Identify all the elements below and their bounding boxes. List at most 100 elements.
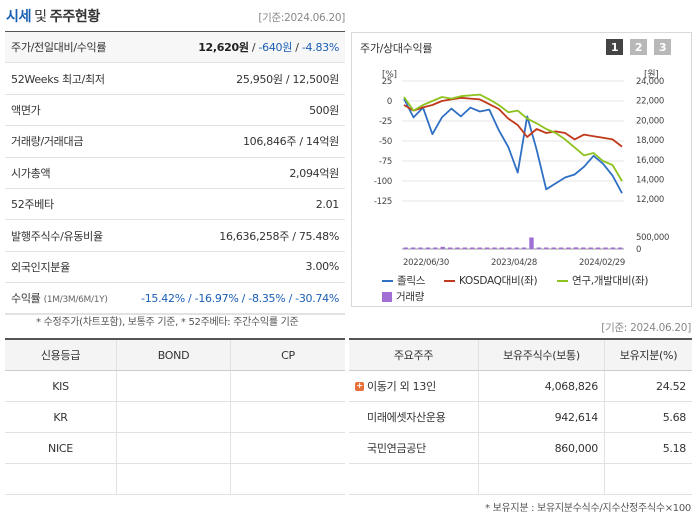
expand-plus-icon[interactable]: + bbox=[355, 381, 364, 391]
sep: / bbox=[292, 41, 302, 55]
table-row: KIS bbox=[5, 371, 345, 402]
returns-periods: (1M/3M/6M/1Y) bbox=[43, 295, 108, 306]
info-value: 12,620원 / -640원 / -4.83% bbox=[198, 39, 339, 55]
info-label: 주가/전일대비/수익률 bbox=[11, 41, 107, 55]
y-tick-label-left: 0 bbox=[387, 97, 392, 107]
info-label: 외국인지분율 bbox=[11, 260, 70, 274]
volume-bar bbox=[514, 247, 519, 249]
volume-bar bbox=[603, 247, 608, 249]
volume-bar bbox=[410, 247, 416, 249]
volume-tick-label: 500,000 bbox=[636, 233, 669, 243]
table-row: KR bbox=[5, 402, 345, 433]
volume-bar bbox=[529, 237, 534, 249]
info-label: 거래량/거래대금 bbox=[11, 135, 84, 149]
holders-base-date: [기준: 2024.06.20] bbox=[601, 322, 691, 334]
info-label: 52주베타 bbox=[11, 198, 54, 212]
y-tick-label-left: -25 bbox=[379, 117, 392, 127]
holder-name[interactable]: 이동기 외 13인 bbox=[367, 380, 436, 393]
legend-label: 거래량 bbox=[396, 291, 425, 303]
change-value: -640원 bbox=[258, 41, 293, 55]
y-tick-label-left: -125 bbox=[374, 197, 392, 207]
legend-swatch bbox=[444, 279, 455, 282]
volume-bar bbox=[551, 247, 556, 249]
col-header: BOND bbox=[117, 340, 231, 370]
legend-item-s1: 졸릭스 bbox=[382, 273, 425, 288]
info-value: 500원 bbox=[309, 103, 339, 117]
price-info-table: 주가/전일대비/수익률 12,620원 / -640원 / -4.83% 52W… bbox=[5, 32, 345, 315]
info-row-price: 주가/전일대비/수익률 12,620원 / -640원 / -4.83% bbox=[5, 32, 345, 64]
legend-label: 졸릭스 bbox=[397, 275, 426, 287]
series-line-2 bbox=[403, 96, 623, 148]
info-row-volume: 거래량/거래대금 106,846주 / 14억원 bbox=[5, 126, 345, 158]
legend-label: KOSDAQ대비(좌) bbox=[459, 275, 538, 287]
table-row: 국민연금공단 860,000 5.18 bbox=[349, 433, 692, 464]
y-tick-label-right: 24,000 bbox=[636, 77, 664, 87]
info-row-par: 액면가 500원 bbox=[5, 95, 345, 127]
x-tick-label: 2023/04/28 bbox=[491, 258, 537, 268]
left-axis-unit: [%] bbox=[382, 70, 397, 80]
volume-bar bbox=[536, 247, 542, 249]
agency-cell: KIS bbox=[5, 371, 117, 401]
legend-item-s3: 연구,개발대비(좌) bbox=[557, 273, 648, 288]
info-label: 액면가 bbox=[11, 103, 41, 117]
volume-bar bbox=[573, 247, 579, 249]
info-label: 52Weeks 최고/최저 bbox=[11, 72, 105, 86]
info-row-foreign: 외국인지분율 3.00% bbox=[5, 252, 345, 284]
base-date: [기준:2024.06.20] bbox=[258, 12, 345, 24]
chart-title: 주가/상대수익률 bbox=[360, 42, 433, 55]
y-tick-label-right: 16,000 bbox=[636, 156, 664, 166]
return-value: -4.83% bbox=[301, 41, 339, 55]
chart-page-3-button[interactable]: 3 bbox=[654, 39, 671, 55]
volume-bar bbox=[499, 247, 505, 249]
y-tick-label-right: 20,000 bbox=[636, 116, 664, 126]
chart-page-1-button[interactable]: 1 bbox=[606, 39, 623, 55]
holder-name-cell[interactable]: + 이동기 외 13인 bbox=[349, 371, 479, 401]
chart-page-2-button[interactable]: 2 bbox=[630, 39, 647, 55]
shares-cell: 4,068,826 bbox=[479, 371, 605, 401]
volume-bar bbox=[447, 247, 453, 249]
sep: / bbox=[248, 41, 259, 55]
series-line-3 bbox=[403, 93, 623, 182]
agency-cell: NICE bbox=[5, 433, 117, 463]
pct-cell: 24.52 bbox=[656, 379, 686, 393]
volume-bar bbox=[433, 247, 438, 249]
y-tick-label-left: 25 bbox=[382, 77, 392, 87]
volume-tick-label: 0 bbox=[636, 245, 641, 255]
info-value: -15.42% / -16.97% / -8.35% / -30.74% bbox=[141, 291, 339, 305]
legend-swatch bbox=[382, 279, 393, 282]
volume-bar bbox=[507, 247, 512, 249]
empty-cell bbox=[5, 464, 117, 494]
table-row: + 이동기 외 13인 4,068,826 24.52 bbox=[349, 371, 692, 402]
info-label: 수익률 (1M/3M/6M/1Y) bbox=[11, 290, 108, 306]
empty-cell bbox=[349, 464, 479, 494]
legend-item-s2: KOSDAQ대비(좌) bbox=[444, 273, 538, 288]
table-row-empty bbox=[5, 464, 345, 495]
table-header: 주요주주 보유주식수(보통) 보유지분(%) bbox=[349, 340, 692, 371]
y-tick-label-right: 18,000 bbox=[636, 136, 664, 146]
pct-cell: 5.68 bbox=[662, 410, 687, 424]
volume-bar bbox=[470, 247, 475, 249]
volume-bar bbox=[610, 247, 616, 249]
credit-rating-table: 신용등급 BOND CP KIS KR NICE bbox=[5, 338, 345, 495]
shares-cell: 860,000 bbox=[479, 433, 605, 463]
title-sub: 주주현황 bbox=[49, 9, 101, 25]
bond-cell bbox=[117, 433, 231, 463]
volume-bar bbox=[581, 247, 586, 249]
volume-bar bbox=[588, 247, 593, 249]
info-row-marketcap: 시가총액 2,094억원 bbox=[5, 158, 345, 189]
cp-cell bbox=[231, 433, 345, 463]
volume-bar bbox=[544, 247, 549, 249]
info-value: 2.01 bbox=[315, 197, 340, 211]
legend-label: 연구,개발대비(좌) bbox=[572, 275, 649, 287]
footnote: * 수정주가(차트포함), 보통주 기준, * 52주베타: 주간수익률 기준 bbox=[36, 317, 299, 328]
page-title: 시세 및 주주현황 bbox=[6, 6, 100, 26]
info-label: 시가총액 bbox=[11, 166, 51, 180]
cp-cell bbox=[231, 371, 345, 401]
col-header: CP bbox=[281, 348, 295, 362]
volume-bar bbox=[521, 247, 527, 249]
title-sep: 및 bbox=[34, 9, 47, 25]
col-header: 주요주주 bbox=[349, 340, 479, 370]
empty-cell bbox=[479, 464, 605, 494]
holder-name-cell: 미래에셋자산운용 bbox=[349, 402, 479, 432]
info-value: 3.00% bbox=[305, 260, 340, 274]
